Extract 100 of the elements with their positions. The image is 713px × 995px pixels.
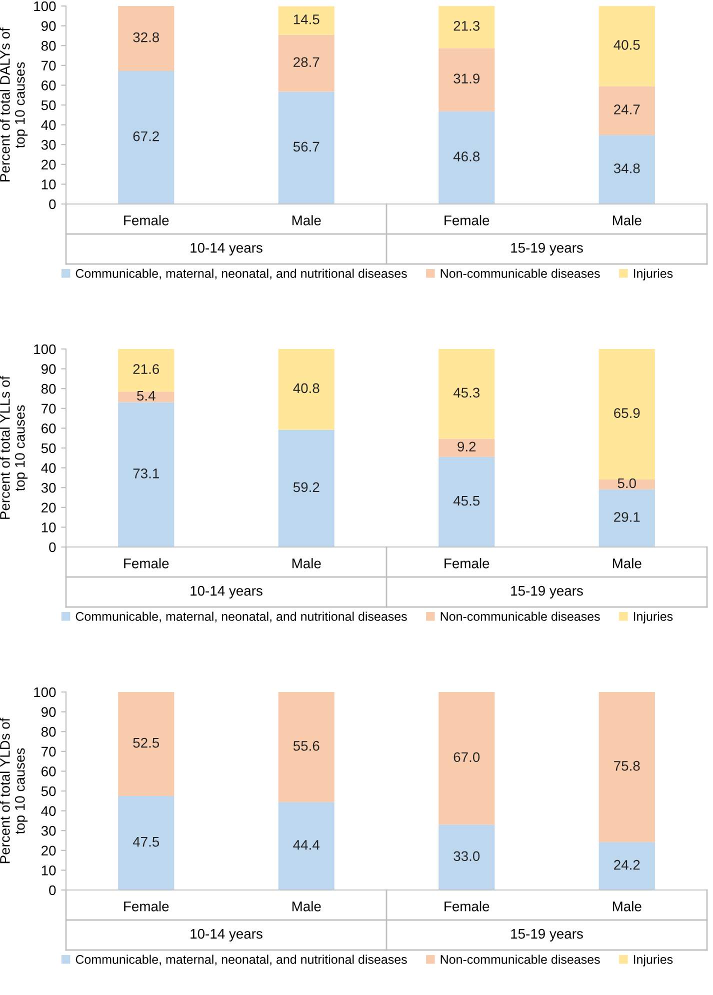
y-tick-label: 60: [42, 80, 56, 90]
x-tick-label: Male: [292, 901, 321, 912]
y-tick-label: 40: [41, 120, 56, 130]
y-tick-label: 90: [41, 707, 56, 717]
y-axis-title: Percent of total DALYs of top 10 causes: [0, 28, 28, 182]
y-tick-label: 20: [42, 502, 56, 513]
data-label: 28.7: [294, 57, 320, 68]
data-label: 5.0: [618, 478, 636, 488]
y-tick-label: 60: [42, 766, 56, 776]
legend-label: Injuries: [634, 268, 673, 280]
data-label: 31.9: [454, 74, 480, 84]
data-label: 32.8: [133, 32, 160, 42]
bar: [438, 349, 495, 439]
y-tick-label: 10: [42, 866, 56, 876]
legend-label: Non-communicable diseases: [440, 954, 600, 964]
y-tick-label: 50: [41, 786, 56, 796]
y-tick-label: 30: [41, 826, 56, 836]
bar: [598, 842, 655, 890]
y-tick-label: 30: [41, 140, 56, 150]
data-label: 65.9: [614, 408, 640, 418]
bar: [278, 6, 334, 35]
text: 15-19 years: [511, 928, 583, 942]
y-tick-label: 90: [41, 21, 56, 31]
bar: [118, 392, 174, 402]
data-label: 67.0: [454, 752, 480, 762]
text: 10-14 years: [190, 586, 262, 598]
data-label: 45.3: [453, 388, 480, 398]
data-label: 24.7: [614, 104, 640, 114]
data-label: 24.2: [614, 860, 640, 870]
data-label: 46.8: [453, 152, 480, 162]
bar: [598, 479, 655, 490]
data-label: 52.5: [133, 738, 160, 748]
y-axis-title: Percent of total YLDs of top 10 causes: [0, 718, 28, 864]
data-label: 14.5: [294, 14, 320, 24]
text: 15-19 years: [511, 242, 583, 256]
legend-label: Injuries: [634, 954, 673, 966]
x-tick-label: Male: [612, 901, 642, 912]
y-tick-label: 0: [49, 885, 56, 896]
bar: [598, 692, 655, 842]
y-tick-label: 40: [41, 806, 56, 816]
data-label: 40.8: [293, 383, 320, 394]
bar: [278, 34, 334, 92]
data-label: 56.7: [293, 142, 320, 152]
y-tick-label: 70: [42, 746, 56, 757]
y-tick-label: 50: [41, 100, 56, 110]
y-tick-label: 70: [42, 404, 56, 414]
bar: [438, 456, 495, 547]
x-tick-label: Male: [612, 558, 642, 568]
legend-label: Non-communicable diseases: [440, 268, 600, 278]
data-label: 45.5: [453, 496, 480, 506]
data-label: 34.8: [614, 163, 640, 174]
data-label: 47.5: [132, 837, 160, 847]
bar: [278, 349, 334, 430]
y-tick-label: 0: [49, 199, 56, 210]
data-label: 59.2: [293, 482, 320, 492]
data-label: 73.1: [133, 468, 159, 478]
y-tick-label: 80: [41, 726, 56, 737]
data-label: 67.2: [133, 131, 159, 142]
data-label: 33.0: [454, 851, 480, 862]
data-label: 55.6: [293, 740, 320, 751]
bar: [438, 824, 495, 890]
x-tick-label: Male: [292, 558, 321, 568]
legend-label: Injuries: [634, 612, 673, 624]
data-label: 9.2: [458, 442, 476, 452]
bar: [118, 349, 174, 392]
y-axis-title: Percent of total YLLs of top 10 causes: [0, 376, 28, 519]
y-tick-label: 90: [41, 364, 56, 374]
x-tick-label: Male: [612, 215, 642, 226]
bar: [598, 135, 655, 204]
y-tick-label: 20: [42, 160, 56, 170]
bar: [118, 692, 174, 796]
bar: [118, 402, 174, 547]
bar: [598, 349, 655, 480]
text: 15-19 years: [511, 586, 583, 598]
bar: [278, 430, 334, 547]
data-label: 21.6: [133, 364, 160, 374]
bar: [438, 6, 495, 48]
y-tick-label: 80: [41, 40, 56, 51]
text: 10-14 years: [190, 242, 262, 256]
data-label: 21.3: [454, 20, 480, 31]
data-label: 44.4: [293, 840, 320, 850]
y-tick-label: 30: [41, 482, 56, 493]
bar: [118, 796, 174, 890]
y-tick-label: 100: [34, 1, 56, 12]
y-tick-label: 100: [34, 687, 56, 698]
bar: [278, 692, 334, 802]
legend-label: Communicable, maternal, neonatal, and nutritional diseases: [76, 268, 407, 280]
y-tick-label: 10: [42, 522, 56, 532]
y-tick-label: 100: [34, 344, 56, 354]
y-tick-label: 70: [42, 60, 56, 71]
y-tick-label: 20: [42, 846, 56, 856]
text: 10-14 years: [190, 928, 262, 942]
legend-label: Non-communicable diseases: [440, 612, 600, 621]
y-tick-label: 10: [42, 180, 56, 190]
legend-label: Communicable, maternal, neonatal, and nutritional diseases: [76, 612, 407, 622]
bar: [438, 48, 495, 112]
data-label: 29.1: [614, 512, 640, 522]
bar: [438, 438, 495, 457]
x-tick-label: Female: [444, 901, 490, 912]
data-label: 5.4: [137, 390, 156, 401]
